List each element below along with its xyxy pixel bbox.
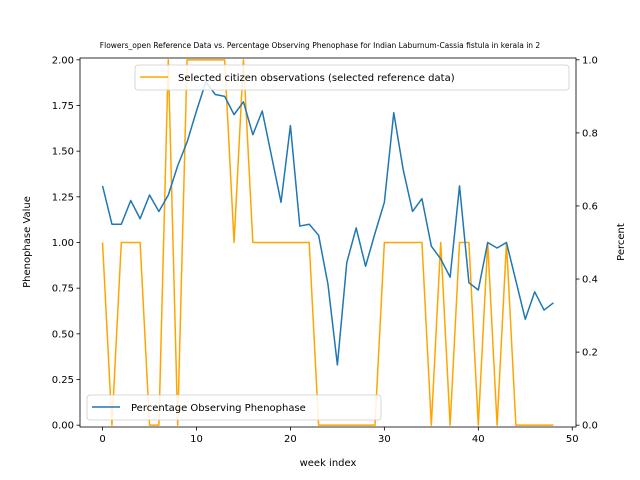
y-left-tick-label: 1.50 [52, 147, 74, 158]
series-line-percentage [101, 81, 554, 366]
y-axis-left: 0.00 0.25 0.50 0.75 1.00 1.25 1.50 1.75 2.00 [52, 55, 80, 432]
x-tick-label: 20 [284, 434, 297, 445]
y-left-tick-label: 0.25 [52, 375, 74, 386]
y-axis-left-label: Phenophase Value [22, 196, 33, 288]
y-left-tick-label: 1.75 [52, 101, 74, 112]
x-axis-label: week index [300, 458, 357, 469]
legend-lower: Percentage Observing Phenophase [86, 394, 382, 421]
y-right-tick-label: 0.6 [582, 201, 598, 212]
y-left-tick-label: 0.75 [52, 284, 74, 295]
y-right-tick-label: 0.4 [582, 275, 598, 286]
x-tick-label: 30 [378, 434, 391, 445]
y-left-tick-label: 0.00 [52, 421, 74, 432]
legend-lower-box [86, 394, 382, 421]
y-right-tick-label: 0.2 [582, 348, 598, 359]
x-tick-label: 10 [190, 434, 203, 445]
legend-upper-box [134, 64, 570, 91]
x-tick-label: 40 [472, 434, 485, 445]
x-tick-label: 50 [566, 434, 579, 445]
series-line-citizen-observations [101, 59, 554, 426]
y-right-tick-label: 1.0 [582, 55, 598, 66]
y-axis-right: 0.0 0.2 0.4 0.6 0.8 1.0 [576, 55, 598, 432]
legend-upper: Selected citizen observations (selected … [134, 64, 570, 91]
legend-lower-label: Percentage Observing Phenophase [131, 403, 306, 414]
legend-upper-label: Selected citizen observations (selected … [178, 73, 455, 84]
series-layer [101, 59, 554, 426]
y-left-tick-label: 0.50 [52, 329, 74, 340]
chart-title: Flowers_open Reference Data vs. Percenta… [100, 41, 541, 50]
y-axis-right-label: Percent [616, 223, 627, 261]
x-axis: 0 10 20 30 40 50 [99, 427, 579, 445]
y-left-tick-label: 2.00 [52, 55, 74, 66]
x-tick-label: 0 [99, 434, 105, 445]
y-right-tick-label: 0.8 [582, 128, 598, 139]
y-right-tick-label: 0.0 [582, 421, 598, 432]
y-left-tick-label: 1.00 [52, 238, 74, 249]
y-left-tick-label: 1.25 [52, 192, 74, 203]
